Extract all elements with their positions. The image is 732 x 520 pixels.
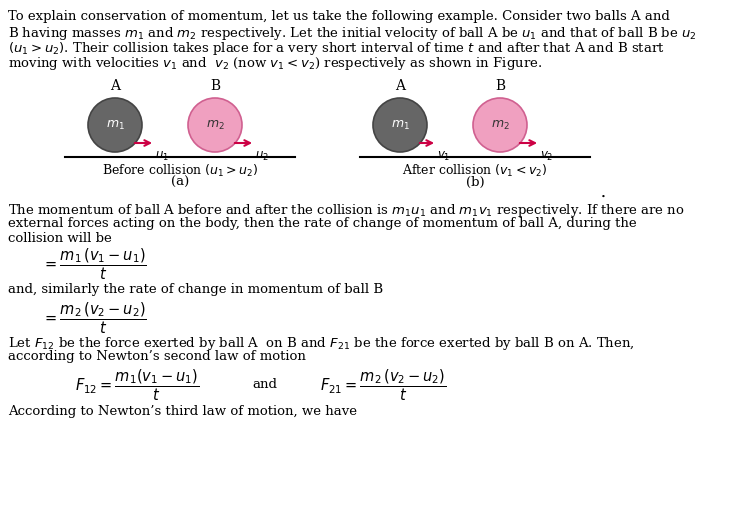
Text: $v_2$: $v_2$ (540, 150, 553, 163)
Text: (b): (b) (466, 176, 485, 189)
Text: $m_1$: $m_1$ (391, 119, 409, 132)
Text: $= \dfrac{m_1\,(v_1 - u_1)}{t}$: $= \dfrac{m_1\,(v_1 - u_1)}{t}$ (42, 246, 146, 281)
Text: and, similarly the rate of change in momentum of ball B: and, similarly the rate of change in mom… (8, 283, 383, 296)
Text: B: B (495, 79, 505, 93)
Text: $m_1$: $m_1$ (105, 119, 124, 132)
Text: A: A (110, 79, 120, 93)
Ellipse shape (473, 98, 527, 152)
Text: and: and (253, 378, 277, 391)
Text: $(u_1 > u_2)$. Their collision takes place for a very short interval of time $t$: $(u_1 > u_2)$. Their collision takes pla… (8, 40, 665, 57)
Text: moving with velocities $v_1$ and  $v_2$ (now $v_1 < v_2$) respectively as shown : moving with velocities $v_1$ and $v_2$ (… (8, 55, 542, 72)
Text: $= \dfrac{m_2\,(v_2 - u_2)}{t}$: $= \dfrac{m_2\,(v_2 - u_2)}{t}$ (42, 300, 146, 335)
Text: according to Newton’s second law of motion: according to Newton’s second law of moti… (8, 350, 306, 363)
Ellipse shape (88, 98, 142, 152)
Text: $F_{21} = \dfrac{m_2\,(v_2 - u_2)}{t}$: $F_{21} = \dfrac{m_2\,(v_2 - u_2)}{t}$ (320, 367, 447, 402)
Text: $m_2$: $m_2$ (206, 119, 225, 132)
Text: $v_1$: $v_1$ (437, 150, 450, 163)
Text: external forces acting on the body, then the rate of change of momentum of ball : external forces acting on the body, then… (8, 217, 637, 230)
Text: (a): (a) (171, 176, 189, 189)
Text: $F_{12} = \dfrac{m_1(v_1 - u_1)}{t}$: $F_{12} = \dfrac{m_1(v_1 - u_1)}{t}$ (75, 367, 199, 402)
Text: The momentum of ball A before and after the collision is $m_1u_1$ and $m_1v_1$ r: The momentum of ball A before and after … (8, 202, 684, 219)
Text: •: • (601, 193, 606, 201)
Ellipse shape (373, 98, 427, 152)
Text: Let $F_{12}$ be the force exerted by ball A  on B and $F_{21}$ be the force exer: Let $F_{12}$ be the force exerted by bal… (8, 335, 635, 352)
Text: To explain conservation of momentum, let us take the following example. Consider: To explain conservation of momentum, let… (8, 10, 670, 23)
Text: A: A (395, 79, 405, 93)
Text: After collision $(v_1 < v_2)$: After collision $(v_1 < v_2)$ (403, 163, 548, 179)
Text: According to Newton’s third law of motion, we have: According to Newton’s third law of motio… (8, 405, 357, 418)
Text: collision will be: collision will be (8, 232, 112, 245)
Text: $u_2$: $u_2$ (255, 150, 269, 163)
Text: B: B (210, 79, 220, 93)
Ellipse shape (188, 98, 242, 152)
Text: Before collision $(u_1 > u_2)$: Before collision $(u_1 > u_2)$ (102, 163, 258, 179)
Text: B having masses $m_1$ and $m_2$ respectively. Let the initial velocity of ball A: B having masses $m_1$ and $m_2$ respecti… (8, 25, 697, 42)
Text: $m_2$: $m_2$ (490, 119, 509, 132)
Text: $u_1$: $u_1$ (155, 150, 169, 163)
